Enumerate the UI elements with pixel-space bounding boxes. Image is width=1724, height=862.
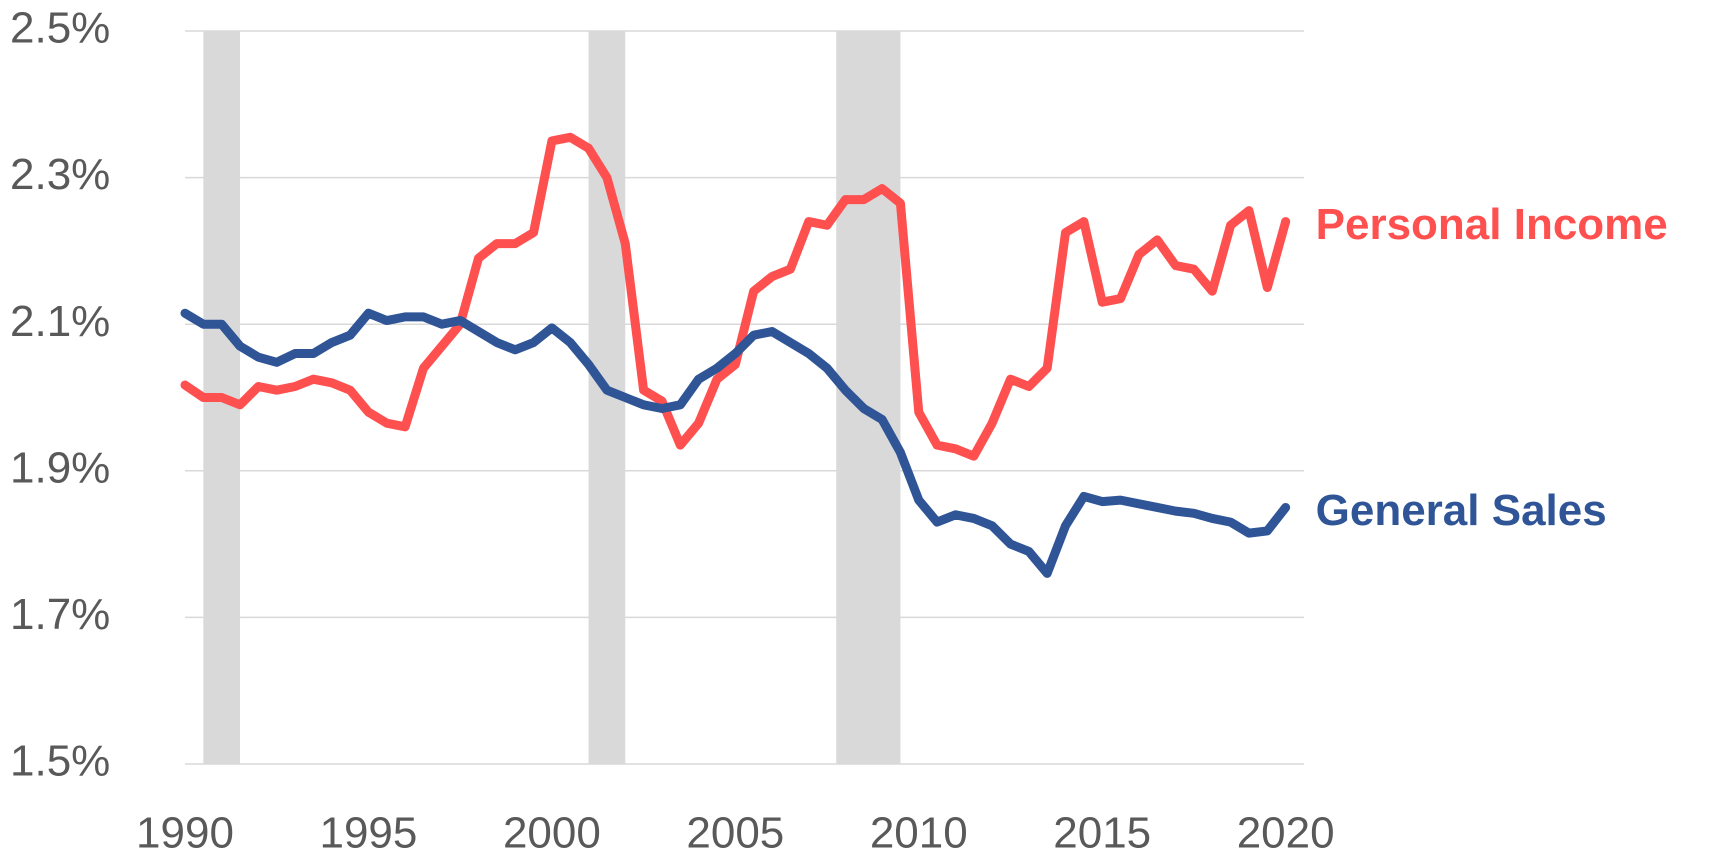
series-line — [180, 132, 1291, 461]
series-label: General Sales — [1316, 486, 1607, 535]
x-tick-label: 1990 — [136, 809, 234, 858]
y-tick-label: 1.9% — [10, 443, 110, 492]
x-tick-label: 2010 — [870, 809, 968, 858]
recession-band — [836, 31, 901, 764]
y-tick-label: 1.5% — [10, 737, 110, 786]
y-tick-label: 2.3% — [10, 150, 110, 199]
x-tick-label: 2000 — [503, 809, 601, 858]
x-tick-label: 1995 — [319, 809, 417, 858]
y-tick-label: 2.5% — [10, 4, 110, 53]
series-label: Personal Income — [1316, 200, 1668, 249]
series-line — [180, 308, 1291, 578]
x-tick-label: 2015 — [1053, 809, 1151, 858]
y-tick-label: 2.1% — [10, 297, 110, 346]
y-tick-label: 1.7% — [10, 590, 110, 639]
x-tick-label: 2020 — [1237, 809, 1335, 858]
x-tick-label: 2005 — [686, 809, 784, 858]
